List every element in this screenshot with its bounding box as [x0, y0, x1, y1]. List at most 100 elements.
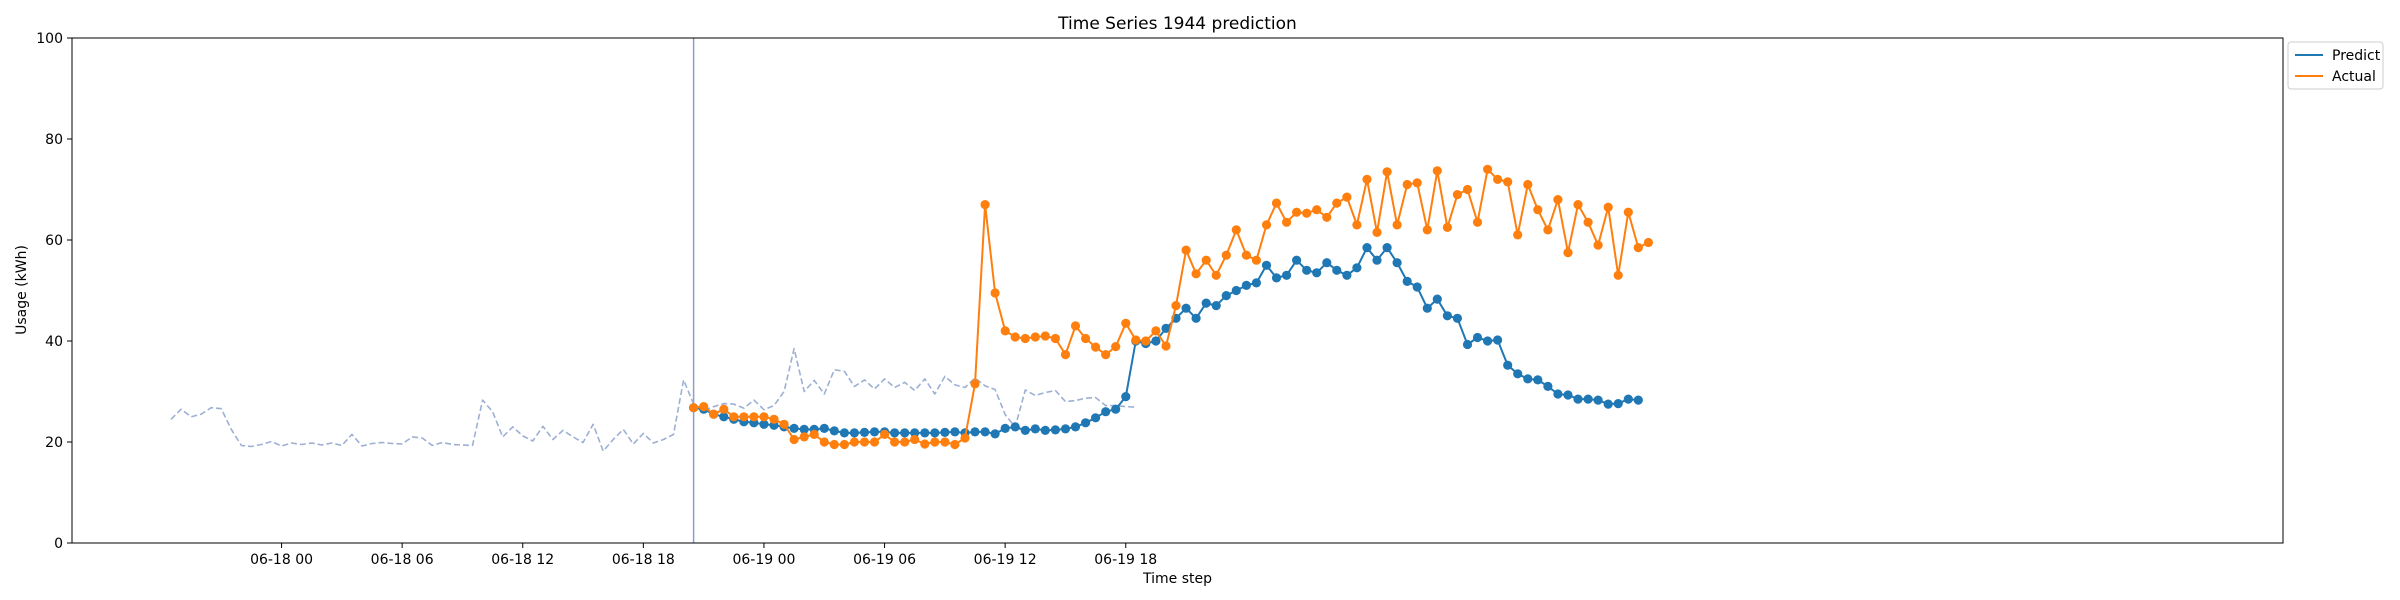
predict-point: [1282, 270, 1292, 280]
x-tick-label: 06-19 00: [732, 552, 795, 568]
predict-point: [719, 412, 729, 422]
actual-point: [849, 437, 860, 447]
actual-point: [1251, 255, 1261, 265]
actual-point: [940, 437, 950, 447]
actual-point: [1081, 333, 1091, 344]
predict-point: [1151, 336, 1161, 346]
actual-point: [1101, 350, 1111, 360]
actual-point: [819, 437, 829, 447]
predict-point: [1060, 424, 1071, 434]
predict-point: [1111, 404, 1121, 414]
x-tick-label: 06-19 06: [853, 552, 916, 568]
actual-point: [1171, 301, 1181, 311]
predict-point: [1081, 418, 1091, 428]
predict-point: [869, 427, 880, 437]
predict-point: [849, 428, 860, 438]
predict-point: [1613, 399, 1623, 409]
actual-point: [749, 412, 759, 422]
predict-point: [1513, 369, 1523, 379]
axes: 0 20 40 60 80 100 06-18 00 06-18 06 06-18 12 06-1…: [36, 31, 1157, 568]
actual-point: [890, 437, 900, 447]
predict-point: [1583, 394, 1593, 404]
actual-point: [920, 439, 930, 449]
chart-title: Time Series 1944 prediction: [1057, 14, 1297, 34]
actual-point: [1181, 245, 1191, 255]
predict-point: [1543, 381, 1553, 391]
actual-point: [1553, 195, 1563, 205]
predict-point: [1573, 394, 1583, 404]
predict-point: [1372, 255, 1382, 265]
x-tick-label: 06-19 18: [1094, 552, 1157, 568]
actual-point: [1091, 342, 1101, 352]
predict-point: [1462, 339, 1473, 350]
predict-point: [1593, 395, 1603, 405]
actual-point: [789, 434, 799, 445]
actual-point: [1050, 333, 1060, 344]
x-tick-label: 06-19 12: [974, 552, 1037, 568]
predict-point: [1010, 422, 1020, 432]
predict-point: [1603, 399, 1613, 409]
predict-point: [910, 428, 920, 438]
predict-point: [1442, 311, 1452, 321]
predict-point: [990, 429, 1000, 439]
predict-point: [1493, 335, 1503, 345]
actual-point: [1382, 167, 1392, 177]
predict-point: [1362, 243, 1372, 253]
actual-point: [1231, 225, 1241, 235]
predict-point: [1101, 407, 1111, 417]
actual-point: [779, 419, 789, 429]
actual-point: [1573, 200, 1583, 210]
actual-point: [1442, 222, 1452, 232]
predict-point: [980, 427, 990, 437]
actual-point: [1141, 336, 1151, 346]
predict-point: [1231, 285, 1241, 296]
actual-point: [1111, 342, 1121, 352]
y-tick-label: 40: [45, 334, 63, 350]
predict-point: [1472, 332, 1483, 343]
actual-point: [1392, 220, 1402, 230]
predict-point: [1342, 270, 1352, 280]
actual-point: [1060, 350, 1071, 360]
actual-point: [699, 402, 709, 412]
actual-point: [1322, 212, 1332, 222]
predict-point: [1241, 280, 1251, 290]
actual-point: [980, 200, 990, 210]
predict-point: [1382, 243, 1392, 253]
x-tick-label: 06-18 18: [612, 552, 675, 568]
actual-point: [1030, 332, 1040, 342]
actual-point: [1020, 333, 1030, 344]
actual-point: [1452, 190, 1462, 200]
actual-point: [1513, 230, 1523, 240]
actual-point: [1462, 184, 1473, 195]
actual-point: [1603, 202, 1613, 212]
predict-point: [1040, 425, 1050, 435]
y-tick-label: 80: [45, 132, 63, 148]
actual-point: [1543, 225, 1553, 235]
predict-point: [1191, 313, 1201, 323]
actual-point: [880, 429, 890, 439]
predict-point: [1402, 276, 1412, 286]
actual-point: [1282, 217, 1292, 227]
predict-point: [1412, 282, 1422, 292]
predict-point: [1181, 303, 1191, 313]
x-tick-label: 06-18 06: [371, 552, 434, 568]
actual-point: [709, 409, 719, 419]
actual-point: [1422, 225, 1432, 235]
actual-point: [1332, 198, 1342, 208]
predict-point: [1121, 392, 1131, 402]
predict-point: [1030, 424, 1040, 434]
y-tick-label: 0: [54, 536, 63, 552]
actual-point: [1292, 207, 1302, 217]
actual-point: [1493, 174, 1503, 184]
actual-point: [829, 439, 839, 450]
actual-point: [960, 433, 970, 443]
actual-point: [1000, 326, 1010, 336]
actual-point: [739, 412, 749, 422]
x-axis-label: Time step: [1142, 571, 1212, 587]
legend: Predict Actual: [2287, 41, 2384, 90]
actual-point: [719, 404, 729, 414]
actual-point: [839, 439, 850, 450]
actual-point: [900, 437, 910, 447]
